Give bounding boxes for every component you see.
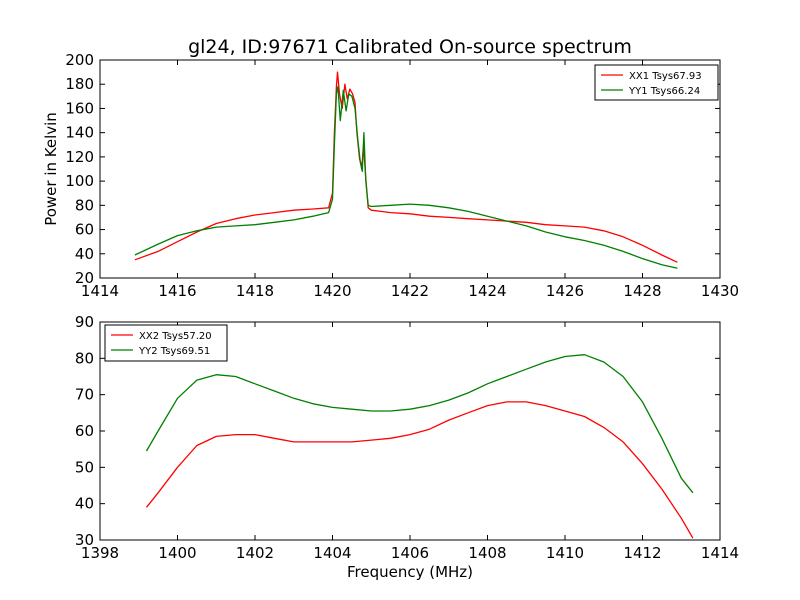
legend-box (594, 64, 719, 101)
series-line-1-2 (134, 85, 678, 269)
legend-entry-label: YY2 Tsys69.51 (138, 346, 210, 357)
x-tick-label: 1398 (81, 544, 119, 562)
legend: XX2 Tsys57.20 YY2 Tsys69.51 (104, 324, 228, 362)
x-tick-label: 1406 (391, 544, 429, 562)
x-tick-label: 1422 (391, 282, 429, 300)
y-tick-label: 60 (75, 422, 94, 440)
x-tick-label: 1420 (313, 282, 351, 300)
x-tick-label: 1416 (158, 282, 196, 300)
x-tick-label: 1412 (623, 544, 661, 562)
y-tick-label: 80 (75, 196, 94, 214)
x-tick-label: 1400 (158, 544, 196, 562)
bottom-panel-plot: 1398 1400 1402 1404 1406 1408 1410 1412 1414 30 40… (75, 313, 739, 581)
y-tick-label: 20 (75, 269, 94, 287)
y-tick-label: 100 (65, 172, 94, 190)
x-tick-label: 1414 (701, 544, 739, 562)
x-axis-label: Frequency (MHz) (347, 563, 473, 581)
x-tick-label: 1424 (468, 282, 506, 300)
top-panel-plot: 1414 1416 1418 1420 1422 1424 1426 1428 1430 20 40… (42, 51, 739, 300)
legend: XX1 Tsys67.93 YY1 Tsys66.24 (594, 64, 719, 101)
y-tick-label: 60 (75, 221, 94, 239)
y-axis-label: Power in Kelvin (42, 112, 60, 226)
x-tick-label: 1428 (623, 282, 661, 300)
legend-box (104, 324, 228, 362)
figure-title: gl24, ID:97671 Calibrated On-source spec… (188, 36, 632, 58)
y-tick-label: 120 (65, 148, 94, 166)
series-line-2-2 (145, 354, 694, 494)
x-tick-label: 1418 (236, 282, 274, 300)
y-tick-label: 140 (65, 124, 94, 142)
y-tick-label: 90 (75, 313, 94, 331)
x-tick-label: 1404 (313, 544, 351, 562)
y-tick-label: 180 (65, 75, 94, 93)
y-tick-label: 200 (65, 51, 94, 69)
x-tick-label: 1414 (81, 282, 119, 300)
legend-entry-label: YY1 Tsys66.24 (628, 86, 700, 97)
y-tick-label: 70 (75, 386, 94, 404)
x-tick-label: 1430 (701, 282, 739, 300)
x-tick-label: 1426 (546, 282, 584, 300)
y-tick-label: 40 (75, 245, 94, 263)
y-tick-label: 160 (65, 99, 94, 117)
legend-entry-label: XX2 Tsys57.20 (139, 331, 212, 342)
x-tick-label: 1410 (546, 544, 584, 562)
series-line-2-1 (145, 401, 694, 539)
y-tick-label: 50 (75, 458, 94, 476)
legend-entry-label: XX1 Tsys67.93 (629, 71, 702, 82)
y-tick-label: 40 (75, 495, 94, 513)
x-tick-label: 1402 (236, 544, 274, 562)
y-tick-label: 30 (75, 531, 94, 549)
x-tick-label: 1408 (468, 544, 506, 562)
y-tick-label: 80 (75, 349, 94, 367)
